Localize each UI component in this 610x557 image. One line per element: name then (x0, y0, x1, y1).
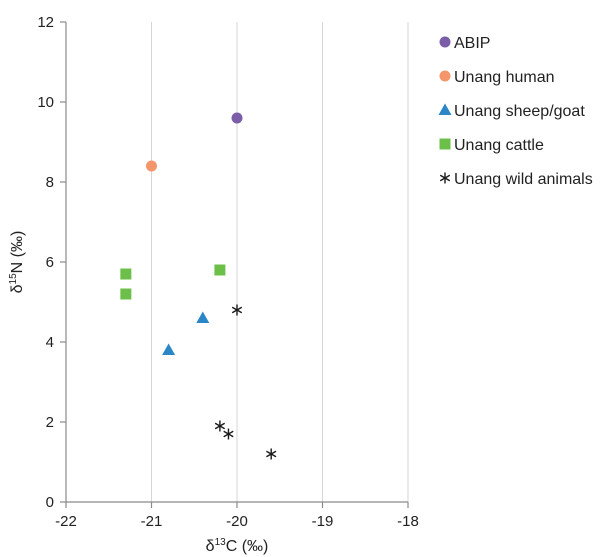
y-tick-label: 0 (46, 494, 54, 511)
data-point-star (231, 304, 243, 316)
legend-label: ABIP (454, 35, 490, 52)
x-tick-label: -22 (55, 513, 77, 530)
legend-label: Unang wild animals (454, 171, 593, 188)
legend-marker (439, 36, 451, 48)
data-point-triangle (162, 343, 176, 355)
legend: ABIP Unang human Unang sheep/goat Unang cat… (438, 35, 593, 188)
tick-labels: 0 2 4 6 8 10 12 -22 -21 -20 -19 -18 (37, 14, 419, 530)
legend-marker (439, 70, 451, 82)
legend-label: Unang cattle (454, 137, 544, 154)
y-tick-label: 8 (46, 174, 54, 191)
y-tick-label: 6 (46, 254, 54, 271)
y-axis-label: δ15N (‰) (8, 231, 26, 294)
x-tick-label: -20 (226, 513, 248, 530)
gridlines (151, 22, 409, 502)
x-axis-label: δ13C (‰) (206, 537, 269, 555)
data-point-star (214, 420, 226, 432)
x-tick-label: -18 (397, 513, 419, 530)
data-point-square (120, 268, 132, 280)
y-tick-label: 12 (37, 14, 54, 31)
legend-marker (438, 103, 452, 115)
legend-label: Unang sheep/goat (454, 103, 585, 120)
data-point-star (223, 428, 234, 440)
y-tick-label: 2 (46, 414, 54, 431)
legend-marker (439, 172, 451, 184)
data-point-square (120, 288, 132, 300)
axes (60, 21, 409, 508)
x-tick-label: -21 (141, 513, 163, 530)
data-point-triangle (196, 311, 210, 323)
data-point-circle (146, 160, 157, 172)
x-tick-label: -19 (312, 513, 334, 530)
star-stroke (231, 306, 243, 314)
data-point-square (214, 264, 226, 276)
star-stroke (266, 450, 277, 458)
y-tick-label: 4 (46, 334, 54, 351)
data-points (120, 112, 277, 460)
data-point-circle (231, 112, 243, 124)
star-stroke (439, 174, 451, 182)
star-stroke (223, 430, 234, 438)
legend-label: Unang human (454, 69, 555, 86)
star-stroke (214, 422, 226, 430)
data-point-star (266, 448, 277, 460)
y-tick-label: 10 (37, 94, 54, 111)
legend-marker (439, 138, 451, 150)
